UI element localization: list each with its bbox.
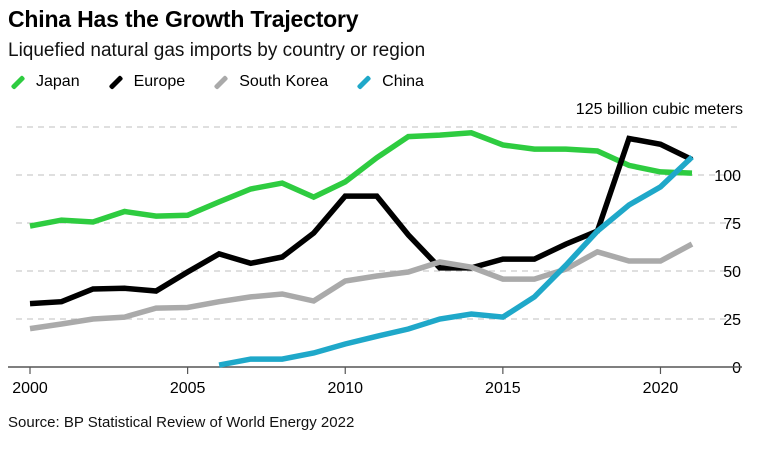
x-tick-label-2020: 2020 [643,380,679,397]
legend-label-south-korea: South Korea [239,73,329,90]
chart-subtitle: Liquefied natural gas imports by country… [8,40,426,61]
legend-item-europe: Europe [106,73,186,91]
series-line-japan [29,130,693,229]
y-axis-unit-label: 125 billion cubic meters [575,101,743,118]
y-tick-label-25: 25 [723,312,741,329]
x-tick-label-2000: 2000 [12,380,48,397]
legend-item-south-korea: South Korea [211,73,328,91]
y-tick-label-100: 100 [714,168,741,185]
legend-item-china: China [354,73,424,91]
legend-item-japan: Japan [8,73,80,91]
series-line-china [218,155,694,368]
legend-label-europe: Europe [133,73,186,90]
x-tick-label-2005: 2005 [170,380,206,397]
y-tick-label-75: 75 [723,216,741,233]
legend-label-japan: Japan [36,73,80,90]
legend: Japan Europe South Korea China [8,73,450,91]
legend-label-china: China [382,73,424,90]
x-tick-label-2010: 2010 [327,380,363,397]
x-tick-label-2015: 2015 [485,380,521,397]
y-tick-label-50: 50 [723,264,741,281]
series-line-south-korea [29,241,694,332]
source-note: Source: BP Statistical Review of World E… [8,414,355,431]
y-tick-label-0: 0 [732,360,741,377]
series-line-europe [29,135,694,307]
chart-title: China Has the Growth Trajectory [8,6,359,32]
